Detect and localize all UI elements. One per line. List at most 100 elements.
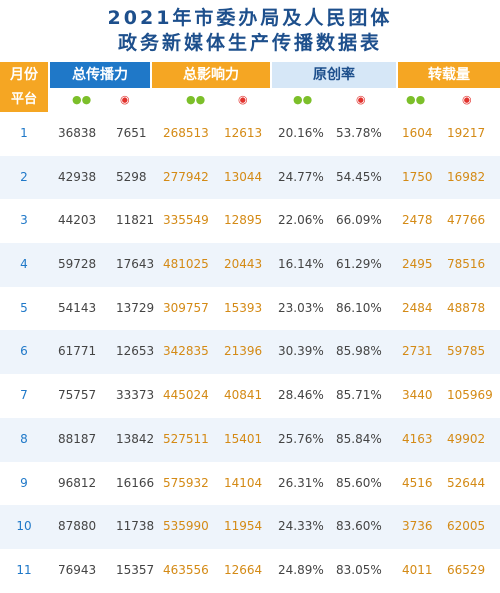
cell-reach-wx: 76943 (58, 562, 97, 577)
cell-inf-wb: 21396 (224, 344, 263, 359)
weibo-icon: ◉ (238, 93, 248, 106)
cell-rep-wx: 2495 (402, 257, 433, 272)
cell-inf-wb: 11954 (224, 519, 263, 534)
cell-month: 10 (16, 519, 32, 534)
cell-rep-wx: 1604 (402, 126, 433, 140)
cell-reach-wb: 33373 (116, 388, 155, 403)
cell-rep-wx: 3440 (402, 388, 433, 403)
weibo-icon: ◉ (356, 93, 366, 106)
cell-month: 6 (20, 344, 28, 359)
cell-orig-wx: 25.76% (278, 431, 324, 446)
cell-orig-wb: 61.29% (336, 257, 382, 272)
cell-rep-wb: 78516 (447, 257, 486, 272)
cell-orig-wb: 86.10% (336, 300, 382, 315)
cell-inf-wx: 277942 (163, 169, 209, 184)
cell-month: 7 (20, 388, 28, 403)
cell-inf-wx: 463556 (163, 562, 209, 577)
cell-month: 2 (20, 169, 28, 184)
cell-inf-wb: 12664 (224, 562, 263, 577)
header-month: 月份 (0, 62, 48, 88)
cell-inf-wx: 342835 (163, 344, 209, 359)
cell-inf-wx: 309757 (163, 300, 209, 315)
cell-reach-wx: 42938 (58, 169, 97, 184)
cell-inf-wx: 575932 (163, 475, 209, 490)
cell-reach-wb: 7651 (116, 126, 147, 140)
wechat-icon: ●● (293, 93, 313, 106)
cell-orig-wb: 53.78% (336, 126, 382, 140)
cell-reach-wx: 54143 (58, 300, 97, 315)
cell-orig-wb: 85.98% (336, 344, 382, 359)
table-row: 7 75757 33373 445024 40841 28.46% 85.71% 3440 10… (0, 374, 500, 418)
cell-orig-wx: 24.89% (278, 562, 324, 577)
title-line-2: 政务新媒体生产传播数据表 (117, 32, 382, 54)
cell-rep-wb: 52644 (447, 475, 486, 490)
weibo-icon: ◉ (462, 93, 472, 106)
cell-reach-wb: 13842 (116, 431, 155, 446)
cell-month: 4 (20, 257, 28, 272)
table-header: 月份 总传播力 总影响力 原创率 转载量 (0, 62, 500, 88)
table-row: 10 87880 11738 535990 11954 24.33% 83.60% 3736 6… (0, 505, 500, 549)
header-total-influence: 总影响力 (152, 62, 270, 88)
cell-month: 3 (20, 213, 28, 228)
cell-reach-wx: 96812 (58, 475, 97, 490)
cell-inf-wb: 15401 (224, 431, 263, 446)
cell-rep-wb: 49902 (447, 431, 486, 446)
cell-reach-wx: 88187 (58, 431, 97, 446)
cell-inf-wb: 40841 (224, 388, 263, 403)
cell-inf-wx: 335549 (163, 213, 209, 228)
table-row: 8 88187 13842 527511 15401 25.76% 85.84% 4163 49… (0, 417, 500, 462)
cell-rep-wb: 105969 (447, 388, 493, 403)
cell-reach-wb: 12653 (116, 344, 155, 359)
cell-orig-wb: 85.71% (336, 388, 382, 403)
cell-reach-wx: 59728 (58, 257, 97, 272)
cell-inf-wx: 527511 (163, 431, 209, 446)
cell-reach-wb: 11821 (116, 213, 155, 228)
cell-reach-wx: 75757 (58, 388, 97, 403)
cell-rep-wx: 2478 (402, 213, 433, 228)
cell-inf-wb: 20443 (224, 257, 263, 272)
cell-inf-wb: 12895 (224, 213, 263, 228)
cell-rep-wb: 16982 (447, 169, 486, 184)
cell-orig-wx: 26.31% (278, 475, 324, 490)
title-line-1: 2021年市委办局及人民团体 (107, 7, 393, 29)
cell-rep-wx: 4163 (402, 431, 433, 446)
wechat-icon: ●● (72, 93, 92, 106)
cell-rep-wb: 59785 (447, 344, 486, 359)
header-originality: 原创率 (272, 62, 396, 88)
cell-rep-wb: 66529 (447, 562, 486, 577)
cell-orig-wb: 85.84% (336, 431, 382, 446)
wechat-icon: ●● (186, 93, 206, 106)
table-row: 9 96812 16166 575932 14104 26.31% 85.60% 4516 52… (0, 462, 500, 506)
header-total-reach: 总传播力 (50, 62, 150, 88)
table-row: 3 44203 11821 335549 12895 22.06% 66.09% 2478 47… (0, 199, 500, 243)
cell-reach-wb: 16166 (116, 475, 155, 490)
table-body: 1 36838 7651 268513 12613 20.16% 53.78% 1604 192… (0, 112, 500, 593)
weibo-icon: ◉ (120, 93, 130, 106)
cell-rep-wb: 47766 (447, 213, 486, 228)
cell-rep-wx: 2484 (402, 300, 433, 315)
cell-month: 5 (20, 300, 28, 315)
wechat-icon: ●● (406, 93, 426, 106)
cell-reach-wx: 61771 (58, 344, 97, 359)
cell-inf-wb: 15393 (224, 300, 263, 315)
cell-rep-wx: 4011 (402, 562, 433, 577)
cell-inf-wx: 481025 (163, 257, 209, 272)
cell-orig-wx: 20.16% (278, 126, 324, 140)
cell-rep-wb: 62005 (447, 519, 486, 534)
cell-orig-wb: 85.60% (336, 475, 382, 490)
cell-rep-wx: 3736 (402, 519, 433, 534)
cell-orig-wb: 83.60% (336, 519, 382, 534)
cell-rep-wb: 48878 (447, 300, 486, 315)
cell-rep-wx: 4516 (402, 475, 433, 490)
header-repost: 转载量 (398, 62, 500, 88)
cell-orig-wx: 16.14% (278, 257, 324, 272)
cell-inf-wb: 13044 (224, 169, 263, 184)
cell-reach-wx: 36838 (58, 126, 97, 140)
table-row: 11 76943 15357 463556 12664 24.89% 83.05% 4011 6… (0, 549, 500, 593)
table-row: 2 42938 5298 277942 13044 24.77% 54.45% 1750 169… (0, 155, 500, 200)
cell-orig-wx: 24.33% (278, 519, 324, 534)
cell-reach-wx: 87880 (58, 519, 97, 534)
data-table-page: 2021年市委办局及人民团体 政务新媒体生产传播数据表 月份 总传播力 总影响力… (0, 7, 500, 577)
cell-month: 11 (16, 562, 32, 577)
cell-orig-wx: 23.03% (278, 300, 324, 315)
